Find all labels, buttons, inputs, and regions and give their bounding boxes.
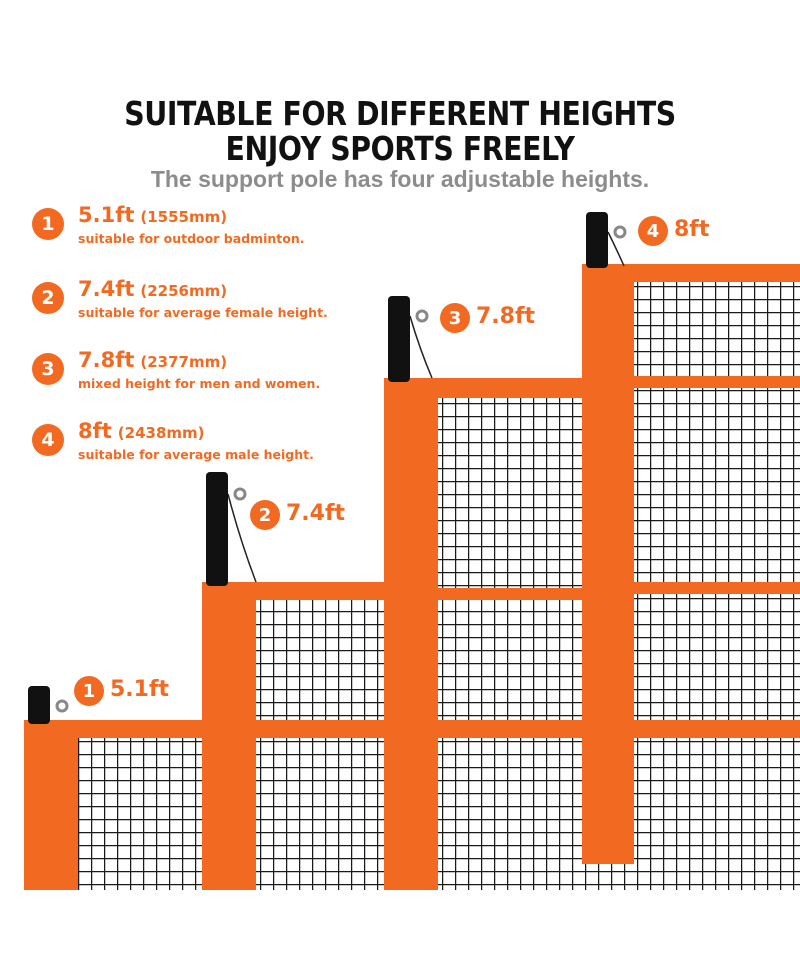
spec-description: suitable for average male height.: [78, 447, 314, 462]
pole-ring: [415, 309, 429, 323]
spec-height: 7.4ft (2256mm): [78, 277, 227, 301]
callout-label: 7.8ft: [476, 304, 536, 329]
net-band: [634, 582, 800, 594]
net-top-band: [40, 720, 800, 738]
guy-rope: [227, 493, 257, 583]
page-title-line-2: ENJOY SPORTS FREELY: [225, 129, 575, 168]
callout-label: 5.1ft: [110, 677, 170, 702]
spec-height-ft: 5.1ft: [78, 203, 135, 227]
net-band: [438, 588, 582, 600]
net-pole-sleeve: [24, 720, 78, 890]
guy-rope: [607, 231, 625, 267]
spec-height-mm: (2438mm): [117, 424, 205, 442]
page-subtitle: The support pole has four adjustable hei…: [150, 166, 650, 192]
callout-label: 7.4ft: [286, 501, 346, 526]
net-top-band: [598, 264, 800, 282]
net-band: [634, 376, 800, 388]
pole-ring: [233, 487, 247, 501]
spec-height-ft: 8ft: [78, 419, 112, 443]
spec-description: suitable for outdoor badminton.: [78, 231, 305, 246]
spec-height: 8ft (2438mm): [78, 419, 205, 443]
number-badge-2: 2: [32, 282, 64, 314]
pole-ring: [613, 225, 627, 239]
callout-badge: 3: [440, 303, 470, 333]
spec-height: 5.1ft (1555mm): [78, 203, 227, 227]
net-pole-sleeve: [582, 738, 634, 864]
spec-height-ft: 7.8ft: [78, 348, 135, 372]
net-top-band: [400, 378, 582, 398]
spec-height-mm: (2256mm): [140, 282, 228, 300]
spec-height-mm: (1555mm): [140, 208, 228, 226]
pole-top: [388, 296, 410, 382]
number-badge-3: 3: [32, 353, 64, 385]
net-pole-sleeve: [384, 738, 438, 890]
spec-description: mixed height for men and women.: [78, 376, 321, 391]
pole-ring: [55, 699, 69, 713]
number-badge-1: 1: [32, 208, 64, 240]
callout-badge: 2: [250, 500, 280, 530]
callout-label: 8ft: [674, 217, 710, 242]
spec-height: 7.8ft (2377mm): [78, 348, 227, 372]
net-panel-5.1ft: [24, 686, 800, 890]
net-top-band: [218, 582, 384, 600]
callout-badge: 4: [638, 216, 668, 246]
page-title-line-1: SUITABLE FOR DIFFERENT HEIGHTS: [124, 94, 676, 133]
spec-description: suitable for average female height.: [78, 305, 328, 320]
net-pole-sleeve: [202, 738, 256, 890]
pole-top: [28, 686, 50, 724]
number-badge-4: 4: [32, 424, 64, 456]
guy-rope: [409, 315, 433, 379]
spec-height-mm: (2377mm): [140, 353, 228, 371]
spec-height-ft: 7.4ft: [78, 277, 135, 301]
pole-top: [586, 212, 608, 268]
callout-badge: 1: [74, 676, 104, 706]
pole-top: [206, 472, 228, 586]
